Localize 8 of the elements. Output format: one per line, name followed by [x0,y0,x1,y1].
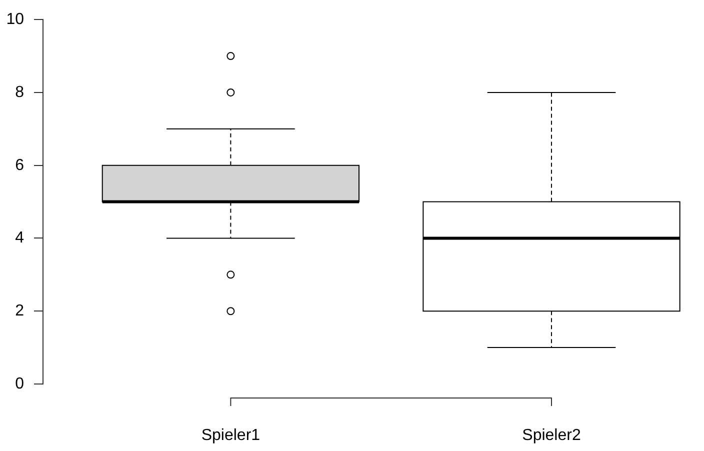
y-tick-label: 6 [15,156,24,174]
y-tick-label: 10 [6,11,24,28]
y-tick-label: 4 [15,230,24,247]
x-tick-label: Spieler1 [201,427,260,444]
y-tick-label: 0 [15,375,24,392]
y-tick-label: 2 [15,302,24,320]
x-tick-label: Spieler2 [522,427,581,444]
y-tick-label: 8 [15,84,24,101]
